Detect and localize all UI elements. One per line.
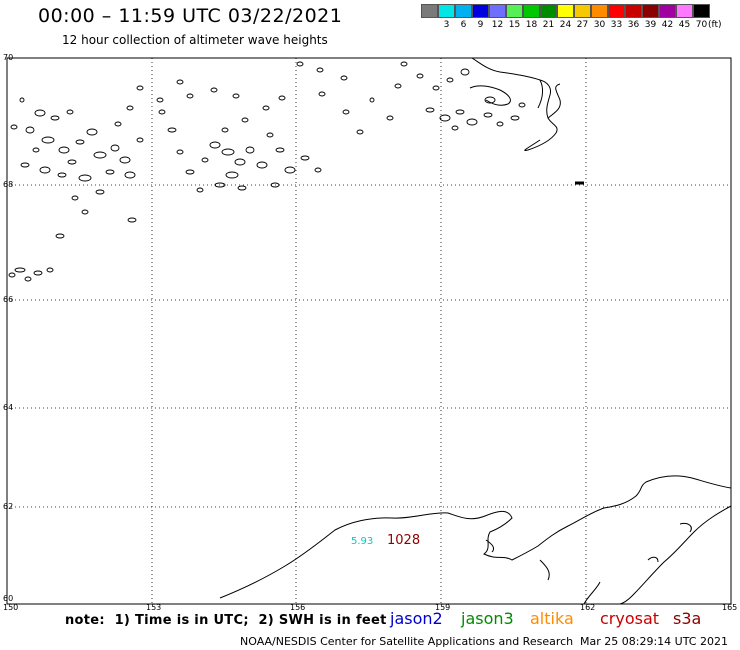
legend-label-1: 3 (443, 20, 450, 30)
lon-label-153: 153 (146, 603, 162, 612)
legend-swatch-11 (608, 4, 625, 18)
legend-swatch-6 (523, 4, 540, 18)
coastline-south (219, 475, 732, 605)
satellite-jason3-label: jason3 (461, 609, 514, 628)
lat-label-70: 70 (3, 53, 14, 62)
lon-label-150: 150 (3, 603, 19, 612)
legend-swatch-1 (438, 4, 455, 18)
legend-swatch-9 (574, 4, 591, 18)
lon-label-156: 156 (290, 603, 306, 612)
legend-swatch-13 (642, 4, 659, 18)
legend-swatch-4 (489, 4, 506, 18)
page-subtitle: 12 hour collection of altimeter wave hei… (62, 33, 328, 47)
observation-id-value: 1028 (387, 533, 421, 548)
legend-swatch-10 (591, 4, 608, 18)
legend-swatch-16 (693, 4, 710, 18)
legend-swatch-12 (625, 4, 642, 18)
legend-label-3: 9 (477, 20, 484, 30)
lon-label-165: 165 (722, 603, 738, 612)
legend-label-7: 21 (542, 20, 555, 30)
page-title: 00:00 – 11:59 UTC 03/22/2021 (38, 5, 343, 27)
legend-label-12: 36 (627, 20, 640, 30)
footer-note: note: 1) Time is in UTC; 2) SWH is in fe… (65, 613, 387, 628)
coastline-north (469, 57, 584, 185)
legend-swatch-14 (659, 4, 676, 18)
legend-swatch-8 (557, 4, 574, 18)
legend-label-14: 42 (661, 20, 674, 30)
satellite-cryosat-label: cryosat (600, 609, 660, 628)
generated-timestamp: Mar 25 08:29:14 UTC 2021 (580, 635, 728, 648)
lon-label-162: 162 (580, 603, 596, 612)
legend-swatch-2 (455, 4, 472, 18)
lake-outlines (8, 61, 526, 282)
lat-label-64: 64 (3, 403, 14, 412)
satellite-altika-label: altika (530, 609, 574, 628)
legend-label-2: 6 (460, 20, 467, 30)
lat-label-68: 68 (3, 180, 14, 189)
legend-label-10: 30 (593, 20, 606, 30)
graticule (7, 58, 731, 604)
map-frame (6, 57, 732, 605)
credit-line: NOAA/NESDIS Center for Satellite Applica… (240, 635, 574, 648)
legend-label-9: 27 (576, 20, 589, 30)
legend-labels: 3 6 9 12 15 18 21 24 27 30 33 36 39 42 45 70 (421, 20, 710, 30)
legend-label-15: 45 (678, 20, 691, 30)
legend-swatches (421, 4, 710, 18)
legend-swatch-3 (472, 4, 489, 18)
legend-label-6: 18 (525, 20, 538, 30)
legend-label-5: 15 (508, 20, 521, 30)
legend-swatch-15 (676, 4, 693, 18)
legend-label-16: 70 (695, 20, 708, 30)
legend-swatch-7 (540, 4, 557, 18)
legend-label-4: 12 (491, 20, 504, 30)
lon-label-159: 159 (435, 603, 451, 612)
legend-label-13: 39 (644, 20, 657, 30)
satellite-s3a-label: s3a (673, 609, 702, 628)
lat-label-60: 60 (3, 594, 14, 603)
lat-label-66: 66 (3, 295, 14, 304)
legend-swatch-5 (506, 4, 523, 18)
lat-label-62: 62 (3, 502, 14, 511)
legend-swatch-0 (421, 4, 438, 18)
swh-observation-value: 5.93 (351, 536, 374, 547)
satellite-jason2-label: jason2 (390, 609, 443, 628)
legend-label-11: 33 (610, 20, 623, 30)
legend-unit: (ft) (708, 20, 722, 30)
legend-label-8: 24 (559, 20, 572, 30)
